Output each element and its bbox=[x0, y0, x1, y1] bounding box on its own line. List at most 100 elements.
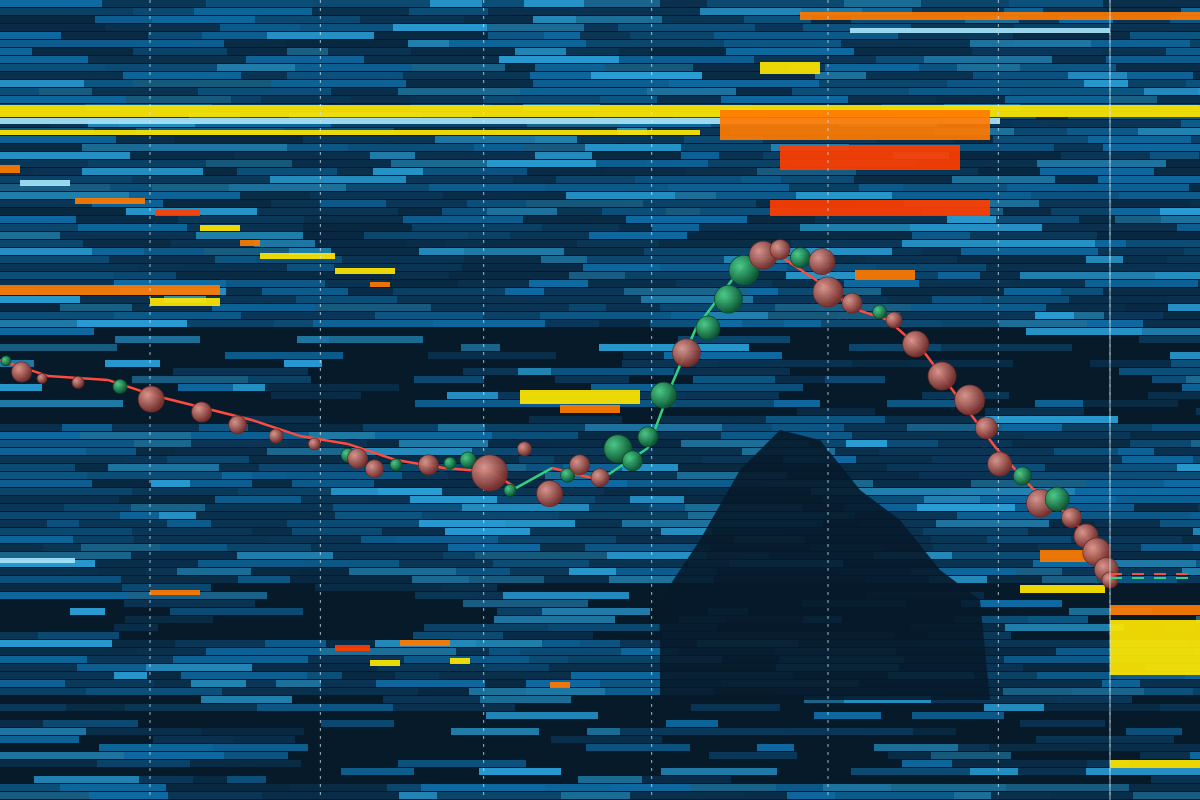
buy-trade-bubble[interactable] bbox=[504, 484, 516, 496]
sell-trade-bubble[interactable] bbox=[12, 362, 32, 382]
liquidity-cell bbox=[544, 576, 609, 583]
liquidity-cell bbox=[626, 216, 747, 223]
sell-trade-bubble[interactable] bbox=[192, 402, 212, 422]
buy-trade-bubble[interactable] bbox=[1, 356, 11, 366]
buy-trade-bubble[interactable] bbox=[873, 305, 887, 319]
liquidity-cell bbox=[348, 144, 474, 151]
buy-trade-bubble[interactable] bbox=[390, 459, 402, 471]
sell-trade-bubble[interactable] bbox=[809, 249, 835, 275]
liquidity-cell bbox=[109, 256, 215, 263]
liquidity-cell bbox=[520, 88, 647, 95]
liquidity-cell bbox=[587, 256, 724, 263]
liquidity-cell bbox=[1123, 256, 1167, 263]
liquidity-cell bbox=[191, 440, 248, 447]
liquidity-cell bbox=[0, 384, 42, 391]
liquidity-cell bbox=[191, 680, 246, 687]
sell-trade-bubble[interactable] bbox=[348, 448, 368, 468]
liquidity-cell bbox=[970, 768, 1018, 775]
sell-trade-bubble[interactable] bbox=[537, 481, 563, 507]
buy-trade-bubble[interactable] bbox=[622, 451, 642, 471]
liquidity-cell bbox=[1189, 200, 1200, 207]
sell-trade-bubble[interactable] bbox=[308, 438, 320, 450]
buy-trade-bubble[interactable] bbox=[444, 457, 456, 469]
sell-trade-bubble[interactable] bbox=[975, 417, 997, 439]
sell-trade-bubble[interactable] bbox=[517, 442, 531, 456]
liquidity-wall bbox=[0, 130, 700, 135]
liquidity-cell bbox=[315, 304, 431, 311]
liquidity-cell bbox=[487, 160, 596, 167]
liquidity-cell bbox=[0, 688, 86, 695]
buy-trade-bubble[interactable] bbox=[113, 379, 127, 393]
liquidity-cell bbox=[378, 488, 442, 495]
sell-trade-bubble[interactable] bbox=[1062, 508, 1082, 528]
liquidity-cell bbox=[138, 264, 186, 271]
sell-trade-bubble[interactable] bbox=[72, 376, 84, 388]
liquidity-cell bbox=[652, 224, 699, 231]
liquidity-cell bbox=[170, 608, 303, 615]
liquidity-cell bbox=[134, 440, 191, 447]
sell-trade-bubble[interactable] bbox=[886, 312, 902, 328]
liquidity-cell bbox=[1031, 472, 1136, 479]
liquidity-cell bbox=[984, 704, 1044, 711]
sell-trade-bubble[interactable] bbox=[269, 429, 283, 443]
liquidity-wall bbox=[1110, 760, 1200, 768]
liquidity-cell bbox=[241, 72, 287, 79]
liquidity-cell bbox=[114, 272, 176, 279]
liquidity-cell bbox=[483, 96, 515, 103]
sell-trade-bubble[interactable] bbox=[988, 452, 1012, 476]
liquidity-cell bbox=[642, 776, 731, 783]
liquidity-cell bbox=[297, 336, 329, 343]
sell-trade-bubble[interactable] bbox=[365, 460, 383, 478]
liquidity-cell bbox=[0, 648, 137, 655]
sell-trade-bubble[interactable] bbox=[472, 455, 508, 491]
liquidity-cell bbox=[267, 448, 352, 455]
liquidity-cell bbox=[1150, 152, 1199, 159]
sell-trade-bubble[interactable] bbox=[903, 331, 929, 357]
liquidity-cell bbox=[492, 432, 578, 439]
buy-trade-bubble[interactable] bbox=[1045, 487, 1069, 511]
sell-trade-bubble[interactable] bbox=[928, 362, 956, 390]
sell-trade-bubble[interactable] bbox=[591, 469, 609, 487]
sell-trade-bubble[interactable] bbox=[813, 277, 843, 307]
buy-trade-bubble[interactable] bbox=[790, 248, 810, 268]
liquidity-cell bbox=[778, 288, 816, 295]
liquidity-cell bbox=[1193, 456, 1200, 463]
buy-trade-bubble[interactable] bbox=[714, 285, 742, 313]
sell-trade-bubble[interactable] bbox=[570, 455, 590, 475]
sell-trade-bubble[interactable] bbox=[770, 240, 790, 260]
liquidity-wall bbox=[720, 110, 990, 140]
liquidity-cell bbox=[619, 56, 754, 63]
buy-trade-bubble[interactable] bbox=[1013, 467, 1031, 485]
liquidity-cell bbox=[1090, 360, 1171, 367]
sell-trade-bubble[interactable] bbox=[672, 339, 700, 367]
buy-trade-bubble[interactable] bbox=[638, 427, 658, 447]
liquidity-cell bbox=[1189, 512, 1200, 519]
sell-trade-bubble[interactable] bbox=[418, 455, 438, 475]
sell-trade-bubble[interactable] bbox=[842, 293, 862, 313]
liquidity-cell bbox=[122, 584, 211, 591]
buy-trade-bubble[interactable] bbox=[696, 316, 720, 340]
liquidity-cell bbox=[186, 264, 287, 271]
liquidity-cell bbox=[333, 552, 443, 559]
liquidity-cell bbox=[1171, 360, 1200, 367]
liquidity-cell bbox=[530, 528, 661, 535]
liquidity-cell bbox=[464, 248, 564, 255]
liquidity-cell bbox=[194, 8, 312, 15]
sell-trade-bubble[interactable] bbox=[955, 385, 985, 415]
liquidity-cell bbox=[328, 48, 411, 55]
liquidity-cell bbox=[443, 192, 526, 199]
liquidity-cell bbox=[174, 136, 303, 143]
sell-trade-bubble[interactable] bbox=[229, 416, 247, 434]
buy-trade-bubble[interactable] bbox=[651, 382, 677, 408]
liquidity-cell bbox=[1020, 64, 1116, 71]
liquidity-cell bbox=[746, 728, 785, 735]
liquidity-cell bbox=[469, 688, 526, 695]
sell-trade-bubble[interactable] bbox=[37, 373, 47, 383]
liquidity-cell bbox=[690, 784, 776, 791]
liquidity-cell bbox=[1133, 792, 1200, 799]
liquidity-cell bbox=[1190, 752, 1200, 759]
liquidity-cell bbox=[568, 656, 661, 663]
sell-trade-bubble[interactable] bbox=[138, 386, 164, 412]
liquidity-cell bbox=[385, 280, 458, 287]
